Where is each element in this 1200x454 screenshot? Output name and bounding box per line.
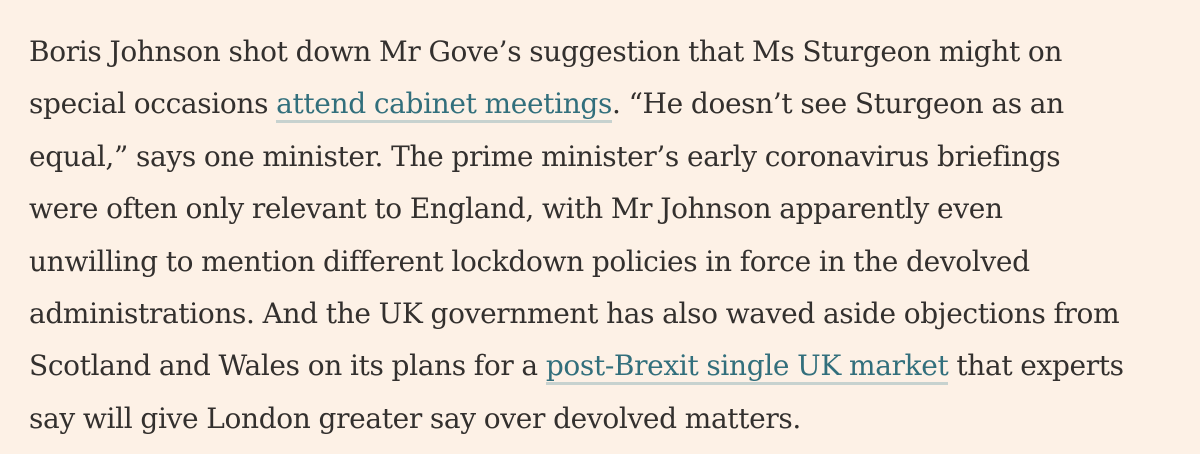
paragraph-line-8: say will give London greater say over de… [29, 393, 1180, 445]
line-7-text-before: Scotland and Wales on its plans for a [29, 349, 546, 383]
paragraph-line-2: special occasions attend cabinet meeting… [29, 78, 1180, 130]
line-7-text-after: that experts [948, 349, 1124, 383]
line-2-text-before: special occasions [29, 87, 277, 121]
line-1-text: Boris Johnson shot down Mr Gove’s sugges… [29, 35, 1063, 68]
paragraph-line-7: Scotland and Wales on its plans for a po… [29, 340, 1180, 392]
line-8-text: say will give London greater say over de… [29, 401, 801, 435]
line-4-text: were often only relevant to England, wit… [29, 192, 1003, 226]
attend-cabinet-meetings-link[interactable]: attend cabinet meetings [276, 87, 612, 124]
post-brexit-single-uk-market-link[interactable]: post-Brexit single UK market [545, 349, 949, 386]
paragraph-line-4: were often only relevant to England, wit… [29, 183, 1180, 235]
paragraph-line-3: equal,” says one minister. The prime min… [29, 131, 1180, 183]
line-5-text: unwilling to mention different lockdown … [29, 244, 1030, 278]
paragraph-line-5: unwilling to mention different lockdown … [29, 236, 1180, 288]
article-paragraph: Boris Johnson shot down Mr Gove’s sugges… [29, 26, 1180, 445]
line-6-text: administrations. And the UK government h… [29, 297, 1120, 331]
paragraph-line-1: Boris Johnson shot down Mr Gove’s sugges… [29, 26, 1180, 78]
line-2-text-after: . “He doesn’t see Sturgeon as an [611, 87, 1064, 121]
paragraph-line-6: administrations. And the UK government h… [29, 288, 1180, 340]
line-3-text: equal,” says one minister. The prime min… [29, 139, 1061, 173]
